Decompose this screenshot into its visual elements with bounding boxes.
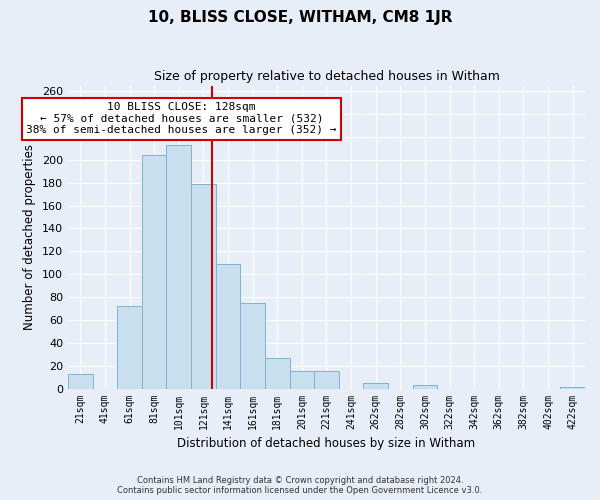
X-axis label: Distribution of detached houses by size in Witham: Distribution of detached houses by size … [178, 437, 476, 450]
Bar [142, 156, 166, 388]
Bar [166, 145, 191, 388]
Bar [240, 303, 265, 388]
Text: 10 BLISS CLOSE: 128sqm
← 57% of detached houses are smaller (532)
38% of semi-de: 10 BLISS CLOSE: 128sqm ← 57% of detached… [26, 102, 337, 136]
Title: Size of property relative to detached houses in Witham: Size of property relative to detached ho… [154, 70, 499, 83]
Bar [364, 383, 388, 388]
Bar [314, 372, 339, 388]
Bar [215, 264, 240, 388]
Bar [117, 306, 142, 388]
Bar [290, 372, 314, 388]
Y-axis label: Number of detached properties: Number of detached properties [23, 144, 36, 330]
Bar [68, 374, 92, 388]
Bar [191, 184, 215, 388]
Text: Contains HM Land Registry data © Crown copyright and database right 2024.
Contai: Contains HM Land Registry data © Crown c… [118, 476, 482, 495]
Text: 10, BLISS CLOSE, WITHAM, CM8 1JR: 10, BLISS CLOSE, WITHAM, CM8 1JR [148, 10, 452, 25]
Bar [413, 385, 437, 388]
Bar [265, 358, 290, 388]
